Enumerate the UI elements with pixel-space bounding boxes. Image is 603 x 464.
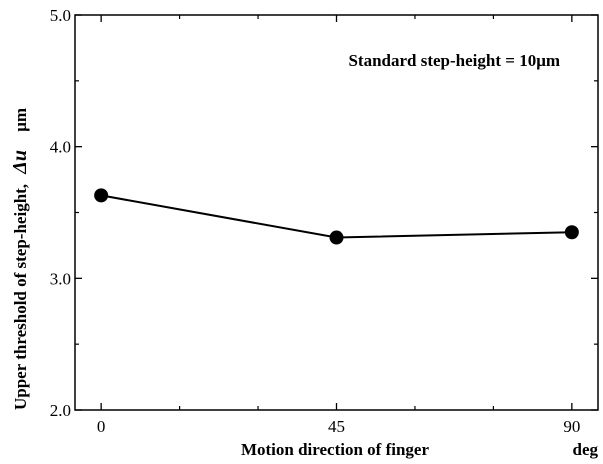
y-tick-label: 3.0 bbox=[50, 269, 71, 288]
series-group bbox=[94, 188, 579, 245]
svg-text:Upper threshold of step-height: Upper threshold of step-height, Δu μm bbox=[9, 108, 31, 410]
x-tick-label: 0 bbox=[97, 417, 106, 436]
axis-ticks bbox=[75, 14, 598, 411]
y-axis-symbol: Δu bbox=[9, 150, 31, 175]
x-tick-label: 90 bbox=[563, 417, 580, 436]
plot-border bbox=[74, 14, 599, 411]
data-point bbox=[329, 230, 344, 245]
x-axis-unit: deg bbox=[573, 440, 599, 459]
x-axis-label: Motion direction of finger bbox=[241, 440, 430, 459]
plot-frame bbox=[74, 14, 599, 411]
annotation-standard-step-height: Standard step-height = 10μm bbox=[348, 51, 560, 70]
data-point bbox=[94, 188, 109, 203]
y-axis-label-group: Upper threshold of step-height, Δu μm bbox=[9, 108, 31, 410]
y-axis-unit: μm bbox=[11, 108, 30, 132]
tick-labels: 2.0 3.0 4.0 5.0 0 45 90 bbox=[50, 6, 581, 436]
y-tick-label: 5.0 bbox=[50, 6, 71, 25]
x-tick-label: 45 bbox=[328, 417, 345, 436]
data-point bbox=[564, 225, 579, 240]
y-axis-label: Upper threshold of step-height, bbox=[11, 184, 30, 410]
y-tick-label: 4.0 bbox=[50, 138, 71, 157]
y-tick-label: 2.0 bbox=[50, 401, 71, 420]
